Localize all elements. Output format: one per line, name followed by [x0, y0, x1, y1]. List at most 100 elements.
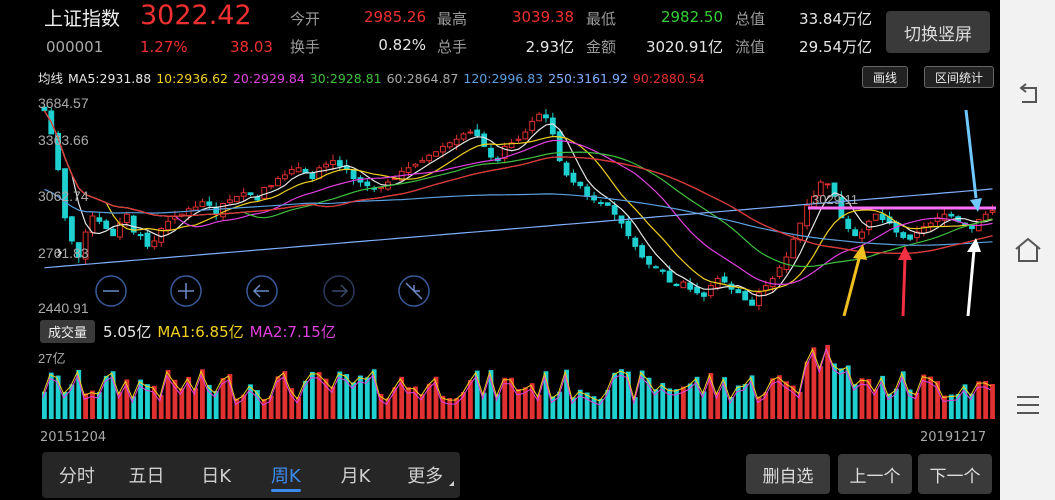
pan-right-button[interactable]: [323, 275, 355, 307]
tab-more[interactable]: 更多: [390, 452, 460, 498]
red-arrow-icon: [898, 246, 912, 316]
volume-bar: [83, 393, 89, 419]
stat-value-low: 2982.50: [660, 8, 723, 26]
candle-body: [433, 151, 439, 157]
candle-body: [288, 169, 295, 175]
volume-legend: 成交量 5.05亿 MA1:6.85亿 MA2:7.15亿: [40, 320, 336, 343]
volume-bar: [248, 384, 253, 419]
stat-value-open: 2985.26: [363, 8, 426, 26]
candle-body: [927, 222, 934, 227]
volume-bar: [90, 390, 95, 419]
change-percent: 1.27%: [140, 38, 188, 56]
volume-bar: [955, 394, 961, 419]
volume-bar: [948, 394, 954, 419]
remove-watchlist-button[interactable]: 删自选: [746, 454, 830, 494]
ma-legend-title: 均线: [38, 71, 64, 86]
stat-label-float-value: 流值: [735, 38, 766, 56]
volume-bar: [234, 398, 240, 419]
candle-body: [707, 285, 714, 297]
candle-body: [199, 201, 206, 208]
volume-bar: [62, 391, 68, 419]
volume-bar: [145, 384, 150, 419]
candle-body: [563, 162, 570, 176]
volume-bar: [461, 392, 466, 419]
volume-bar: [124, 379, 130, 419]
volume-bar: [873, 389, 879, 419]
index-name: 上证指数: [44, 8, 121, 30]
volume-bar: [653, 389, 659, 419]
stat-label-high: 最高: [437, 10, 468, 28]
tab-weekly-k[interactable]: 周K: [251, 452, 321, 498]
next-stock-button[interactable]: 下一个: [918, 454, 992, 494]
volume-bar: [227, 374, 233, 419]
candle-body: [323, 163, 329, 168]
home-icon[interactable]: [1012, 235, 1044, 265]
menu-icon[interactable]: [1012, 390, 1044, 420]
y-label-4: 2761.83: [38, 245, 89, 261]
volume-bar: [117, 391, 123, 419]
volume-bar: [426, 383, 432, 419]
prev-stock-button[interactable]: 上一个: [838, 454, 912, 494]
volume-bar: [832, 363, 837, 419]
volume-bar: [722, 377, 727, 419]
volume-bar: [550, 396, 556, 419]
volume-indicator-button[interactable]: 成交量: [40, 320, 96, 343]
volume-bar: [921, 374, 927, 419]
candle-body: [824, 183, 831, 186]
volume-bar: [220, 378, 226, 419]
candle-body: [591, 195, 597, 201]
chevron-left-icon[interactable]: ›: [56, 242, 63, 263]
volume-bar: [330, 386, 336, 419]
volume-bar: [254, 390, 260, 419]
volume-bar: [509, 377, 515, 419]
volume-bar: [378, 393, 384, 419]
candle-body: [220, 202, 226, 218]
candle-body: [646, 256, 652, 265]
volume-axis-label: 27亿: [38, 351, 65, 366]
tab-daily-k[interactable]: 日K: [181, 452, 251, 498]
volume-bar: [172, 379, 178, 419]
volume-bar: [838, 368, 844, 419]
candlestick-chart[interactable]: 3684.57 3363.66 3062.74 2761.83 2440.91 …: [36, 90, 998, 316]
stat-value-high: 3039.38: [511, 8, 574, 26]
ma-legend-ma250: 250:3161.92: [548, 71, 628, 86]
switch-portrait-button[interactable]: 切换竖屏: [886, 11, 990, 53]
zoom-out-button[interactable]: [95, 275, 127, 307]
ma-legend-ma90: 90:2880.54: [632, 71, 705, 86]
candle-body: [185, 208, 192, 217]
volume-bar: [825, 345, 831, 419]
volume-bar: [564, 369, 569, 419]
pan-left-button[interactable]: [246, 275, 278, 307]
candle-body: [536, 113, 542, 122]
candle-body: [604, 202, 611, 206]
volume-bar: [715, 392, 721, 419]
volume-bar: [619, 369, 624, 419]
candle-body: [144, 232, 151, 247]
tab-intraday[interactable]: 分时: [42, 452, 112, 498]
quote-header: 上证指数 3022.42 000001 1.27% 38.03 今开 2985.…: [0, 0, 1000, 62]
candle-body: [687, 282, 694, 290]
collapse-button[interactable]: [398, 275, 430, 307]
volume-bar: [200, 369, 205, 419]
period-tabs: 分时 五日 日K 周K 月K 更多: [42, 452, 460, 498]
ma-legend-ma120: 120:2996.83: [463, 71, 544, 86]
range-stats-button[interactable]: 区间统计: [924, 66, 994, 88]
candle-body: [859, 231, 865, 239]
candle-body: [82, 231, 89, 260]
candle-body: [872, 213, 879, 221]
candle-body: [515, 138, 522, 141]
volume-bar: [42, 391, 47, 419]
draw-line-button[interactable]: 画线: [862, 66, 908, 88]
stat-label-turnover: 换手: [290, 38, 321, 56]
zoom-in-button[interactable]: [170, 275, 202, 307]
candle-body: [845, 218, 852, 229]
candle-body: [776, 267, 783, 277]
ma60-line: [43, 110, 993, 254]
tab-monthly-k[interactable]: 月K: [321, 452, 391, 498]
candle-body: [989, 210, 996, 213]
back-icon[interactable]: [1012, 80, 1044, 110]
volume-bar: [852, 384, 858, 419]
volume-chart[interactable]: 27亿: [36, 345, 998, 421]
tab-five-day[interactable]: 五日: [112, 452, 182, 498]
white-arrow-icon: [966, 238, 981, 316]
